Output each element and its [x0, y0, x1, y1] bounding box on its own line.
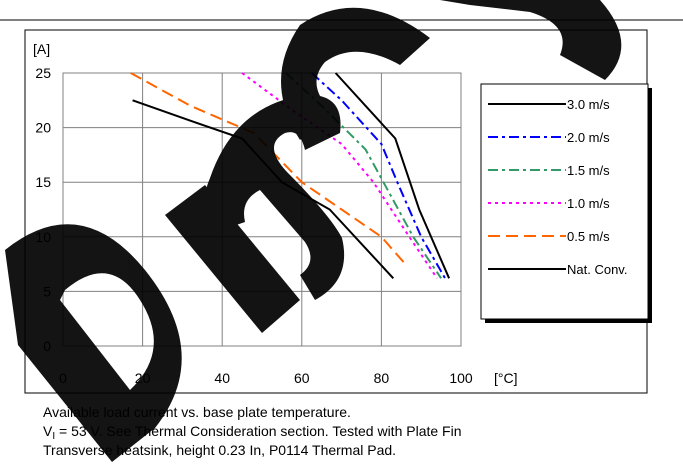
- legend-label: 0.5 m/s: [567, 229, 610, 244]
- caption-line-2: VI = 53 V. See Thermal Consideration sec…: [43, 422, 462, 446]
- discontinued-watermark: [5, 0, 622, 462]
- legend-label: 1.0 m/s: [567, 196, 610, 211]
- legend: 3.0 m/s 2.0 m/s 1.5 m/s 1.0 m/s 0.5 m/s Nat. …: [480, 83, 652, 323]
- series-line-1: [311, 72, 446, 279]
- x-tick-label: 100: [449, 370, 473, 386]
- legend-label: 1.5 m/s: [567, 163, 610, 178]
- legend-label: 2.0 m/s: [567, 130, 610, 145]
- legend-items: 3.0 m/s 2.0 m/s 1.5 m/s 1.0 m/s 0.5 m/s Nat. …: [488, 97, 627, 277]
- series-line-3: [241, 72, 438, 279]
- watermark-letter-s: [204, 94, 345, 301]
- voltage-subscript: I: [52, 431, 56, 442]
- series-line-4: [130, 72, 407, 265]
- x-axis-unit: [°C]: [494, 370, 518, 386]
- watermark-letter-i: [165, 185, 300, 333]
- legend-label: 3.0 m/s: [567, 97, 610, 112]
- voltage-symbol: V: [43, 423, 53, 439]
- x-tick-label: 60: [294, 370, 310, 386]
- y-axis-unit: [A]: [33, 41, 50, 57]
- legend-box: [480, 83, 649, 320]
- plot-area-border: [62, 72, 462, 347]
- watermark-letter-c: [281, 7, 430, 140]
- watermark-letter-d: [5, 224, 182, 462]
- caption-line-1: Available load current vs. base plate te…: [43, 404, 351, 420]
- series-line-0: [334, 72, 451, 279]
- caption-line-2-text: = 53 V. See Thermal Consideration sectio…: [55, 423, 462, 439]
- series-lines: [130, 72, 451, 279]
- watermark-letter-o: [440, 0, 622, 80]
- series-line-2: [285, 72, 442, 279]
- y-tick-label: 25: [35, 65, 51, 81]
- x-tick-label: 40: [214, 370, 230, 386]
- y-tick-label: 15: [35, 174, 51, 190]
- y-tick-label: 20: [35, 120, 51, 136]
- x-tick-label: 80: [374, 370, 390, 386]
- caption-line-3: Transverse heatsink, height 0.23 In, P01…: [43, 442, 397, 458]
- legend-label: Nat. Conv.: [567, 262, 627, 277]
